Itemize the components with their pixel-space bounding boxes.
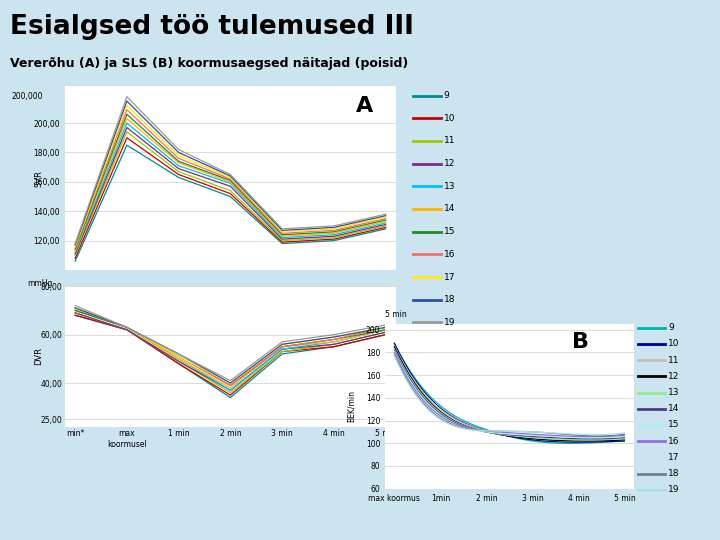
- Text: mmHg: mmHg: [27, 279, 53, 288]
- Text: 19: 19: [668, 485, 680, 494]
- Text: 12: 12: [444, 159, 455, 168]
- Text: 18: 18: [668, 469, 680, 478]
- Text: 11: 11: [668, 356, 680, 364]
- Text: 15: 15: [668, 421, 680, 429]
- Text: 17: 17: [444, 273, 455, 281]
- Text: 9: 9: [668, 323, 674, 332]
- Text: 10: 10: [444, 114, 455, 123]
- Text: B: B: [572, 332, 588, 352]
- Text: Esialgsed töö tulemused III: Esialgsed töö tulemused III: [10, 14, 414, 39]
- Text: DVR: DVR: [35, 347, 43, 366]
- Text: 13: 13: [668, 388, 680, 397]
- Text: 16: 16: [444, 250, 455, 259]
- Text: 5 min: 5 min: [385, 309, 407, 319]
- Text: 18: 18: [444, 295, 455, 304]
- Text: 15: 15: [444, 227, 455, 236]
- Text: 14: 14: [444, 205, 455, 213]
- Text: 16: 16: [668, 437, 680, 445]
- Text: 200,000: 200,000: [12, 92, 43, 101]
- Text: 10: 10: [668, 340, 680, 348]
- Text: 17: 17: [668, 453, 680, 462]
- Text: 11: 11: [444, 137, 455, 145]
- Text: 19: 19: [444, 318, 455, 327]
- Text: 14: 14: [668, 404, 680, 413]
- Text: 13: 13: [444, 182, 455, 191]
- Text: BEK/min: BEK/min: [346, 390, 356, 422]
- Text: 9: 9: [444, 91, 449, 100]
- Text: 12: 12: [668, 372, 680, 381]
- Text: Vererõhu (A) ja SLS (B) koormusaegsed näitajad (poisid): Vererõhu (A) ja SLS (B) koormusaegsed nä…: [10, 57, 408, 70]
- Text: A: A: [356, 96, 374, 116]
- Text: SVR: SVR: [35, 170, 43, 187]
